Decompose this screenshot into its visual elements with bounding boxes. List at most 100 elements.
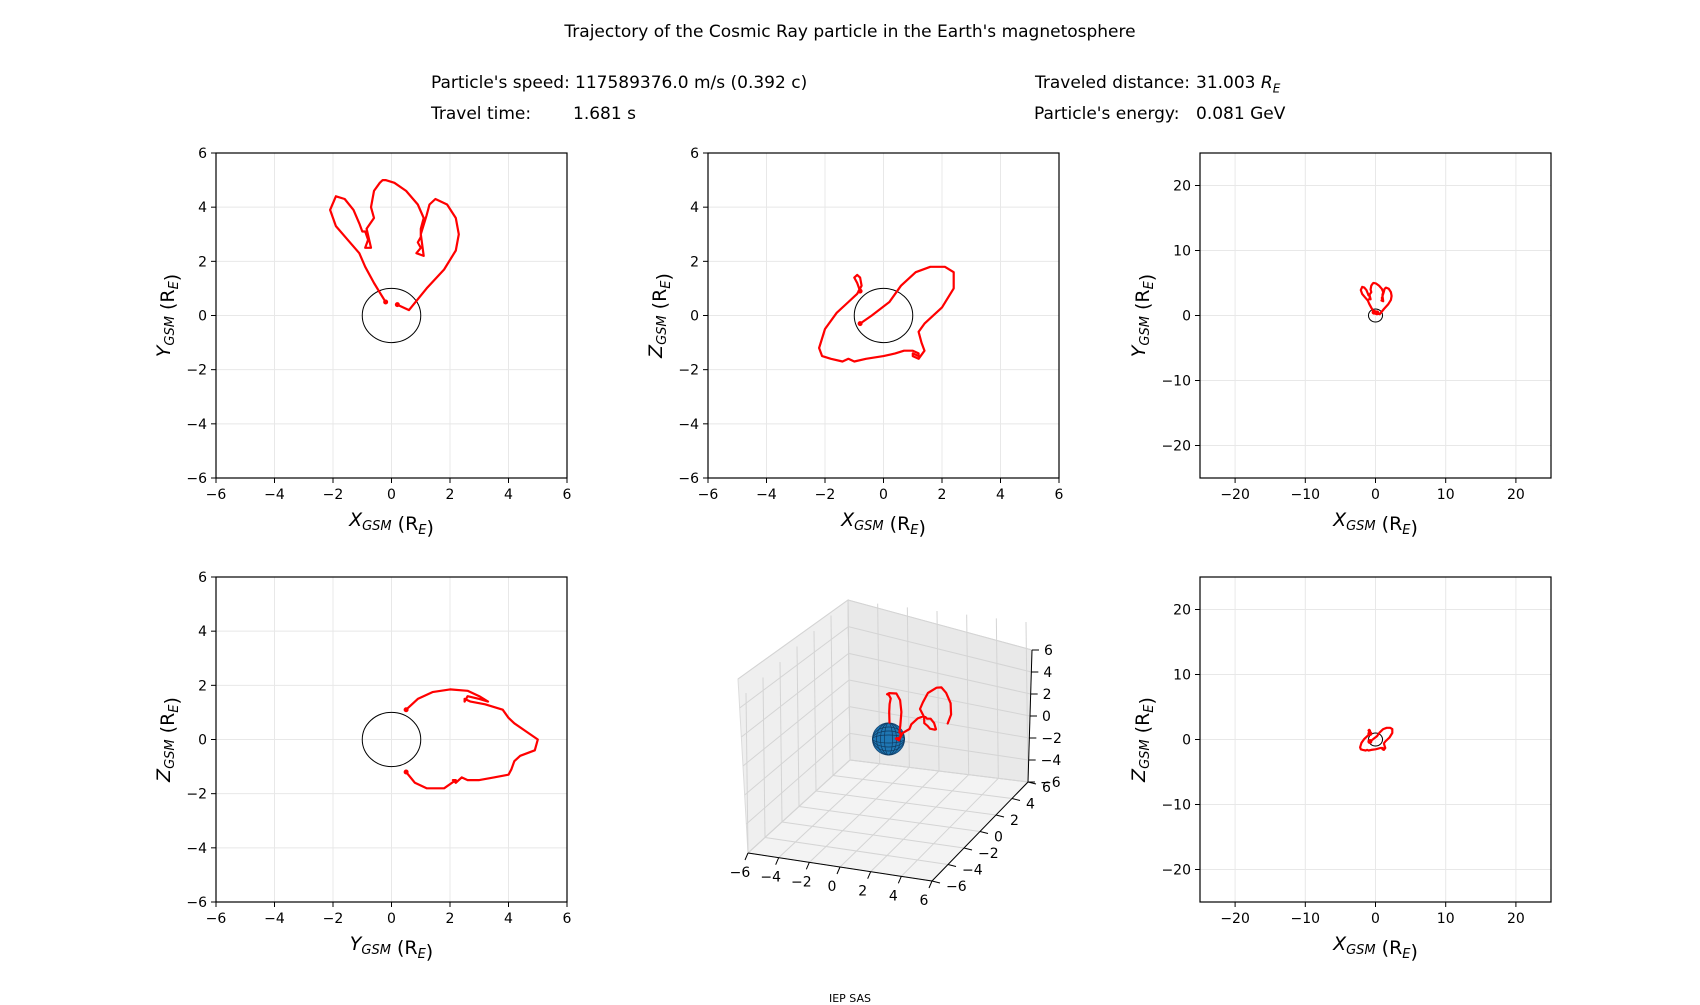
y-tick (1011, 798, 1021, 801)
earth-circle (853, 287, 914, 344)
z-tick-label: 0 (1042, 709, 1051, 725)
y-tick-label: −6 (186, 471, 207, 487)
y-axis-label: ZGSM (RE) (645, 273, 675, 359)
y-tick (963, 847, 973, 851)
y-tick-label: −4 (678, 417, 699, 433)
trajectory-point (403, 707, 409, 713)
grid-line-floor (832, 775, 1013, 799)
figure-title: Trajectory of the Cosmic Ray particle in… (564, 22, 1136, 42)
grid-line-wall (906, 607, 910, 768)
panel-xy-zoom: −6 −4 −2 0 2 4 6 −6 −4 −2 0 2 4 6 XGSM (RE) YGSM (RE) (153, 146, 572, 539)
y-tick-label: 10 (1173, 668, 1191, 684)
grid-line-wall (813, 630, 817, 792)
grid-line-wall (848, 652, 1031, 695)
time-value: 1.681 s (573, 104, 636, 124)
y-tick-label: 2 (690, 254, 699, 270)
y-tick-label: −6 (186, 895, 207, 911)
trajectory-line (817, 265, 955, 363)
grid-line-floor (849, 759, 1029, 783)
trajectory-point (857, 288, 863, 294)
earth-circle (361, 711, 422, 768)
x-tick-label: 6 (1055, 487, 1064, 503)
y-axis-label: YGSM (RE) (153, 274, 183, 357)
y-tick-label: −2 (186, 363, 207, 379)
y-tick-label: 4 (198, 200, 207, 216)
x-tick-label: −10 (1291, 487, 1321, 503)
energy-label: Particle's energy: (1034, 104, 1180, 124)
x-axis-label: XGSM (RE) (840, 509, 926, 539)
x-tick-label: 2 (858, 884, 867, 900)
y-tick-label: 6 (198, 146, 207, 162)
y-tick (995, 814, 1005, 818)
z-tick-label: −4 (1041, 753, 1062, 769)
z-tick-label: 4 (1043, 665, 1052, 681)
panel-xz-zoom: −6 −4 −2 0 2 4 6 −6 −4 −2 0 2 4 6 XGSM (RE) ZGSM (RE) (645, 146, 1064, 539)
x-tick-label: 2 (938, 487, 947, 503)
energy-value: 0.081 GeV (1196, 104, 1286, 124)
y-tick-label: −2 (186, 787, 207, 803)
x-tick-label: −2 (323, 911, 344, 927)
trajectory-point (1367, 731, 1373, 737)
trajectory-point (1374, 310, 1380, 316)
x-tick-label: 2 (446, 487, 455, 503)
y-axis-label: ZGSM (RE) (153, 697, 183, 783)
distance-readout: 31.003 RE (1196, 73, 1280, 95)
x-tick-label: −10 (1291, 911, 1321, 927)
x-tick-label: 10 (1437, 487, 1455, 503)
x-tick-label: 0 (879, 487, 888, 503)
x-tick-label: 4 (996, 487, 1005, 503)
x-tick-label: −4 (264, 487, 285, 503)
pane-back (847, 599, 1033, 783)
earth-sphere (872, 722, 905, 756)
x-tick-label: 4 (889, 888, 898, 904)
panel-xy-wide: −20 −10 0 10 20 −20 −10 0 10 20 XGSM (RE) YGSM (RE) (1128, 152, 1552, 539)
x-tick (805, 862, 810, 870)
y-axis-label: YGSM (RE) (1128, 274, 1158, 357)
y-tick-label: 0 (198, 733, 207, 749)
grid-line-wall (745, 692, 749, 854)
panel-xz-wide: −20 −10 0 10 20 −20 −10 0 10 20 XGSM (RE) ZGSM (RE) (1128, 576, 1552, 963)
grid-line-wall (796, 646, 800, 807)
x-tick-label: −4 (756, 487, 777, 503)
grid-line-wall (741, 652, 849, 738)
panel-yz-zoom: −6 −4 −2 0 2 4 6 −6 −4 −2 0 2 4 6 YGSM (RE) ZGSM (RE) (153, 570, 572, 963)
x-tick-label: −20 (1220, 487, 1250, 503)
x-tick (775, 857, 780, 865)
trajectory-line (405, 688, 539, 790)
y-tick (931, 880, 941, 884)
z-tick-label: −6 (1040, 775, 1061, 791)
x-tick-label: −4 (760, 870, 781, 886)
x-tick-label: 2 (446, 911, 455, 927)
earth-circle (361, 287, 422, 344)
y-tick-label: 0 (1182, 309, 1191, 325)
x-tick-label: −6 (698, 487, 719, 503)
trajectory-point (857, 321, 863, 327)
grid-line-wall (737, 599, 849, 680)
distance-unit: R (1260, 73, 1273, 93)
y-axis-line (931, 781, 1029, 882)
x-tick-label: −4 (264, 911, 285, 927)
y-tick-label: −6 (678, 471, 699, 487)
x-tick-label: −6 (206, 487, 227, 503)
x-tick-label: 10 (1437, 911, 1455, 927)
y-tick-label: 2 (198, 678, 207, 694)
y-tick-label: 0 (1182, 733, 1191, 749)
x-axis-label: XGSM (RE) (1332, 933, 1418, 963)
trajectory-line-3d (885, 686, 953, 742)
y-tick-label: −6 (946, 879, 967, 895)
trajectory-point (1367, 738, 1373, 744)
y-tick-label: −2 (678, 363, 699, 379)
y-tick-label: 20 (1173, 603, 1191, 619)
grid-line-wall (847, 599, 851, 761)
trajectory-point (383, 299, 389, 305)
grid-line-wall (849, 706, 1030, 739)
grid-line-wall (848, 626, 1032, 673)
x-tick-label: −2 (815, 487, 836, 503)
x-tick-label: 20 (1507, 911, 1525, 927)
y-axis-label: ZGSM (RE) (1128, 697, 1158, 783)
grid-line-wall (739, 626, 849, 709)
x-tick-label: 0 (1371, 487, 1380, 503)
x-tick-label: 6 (563, 487, 572, 503)
